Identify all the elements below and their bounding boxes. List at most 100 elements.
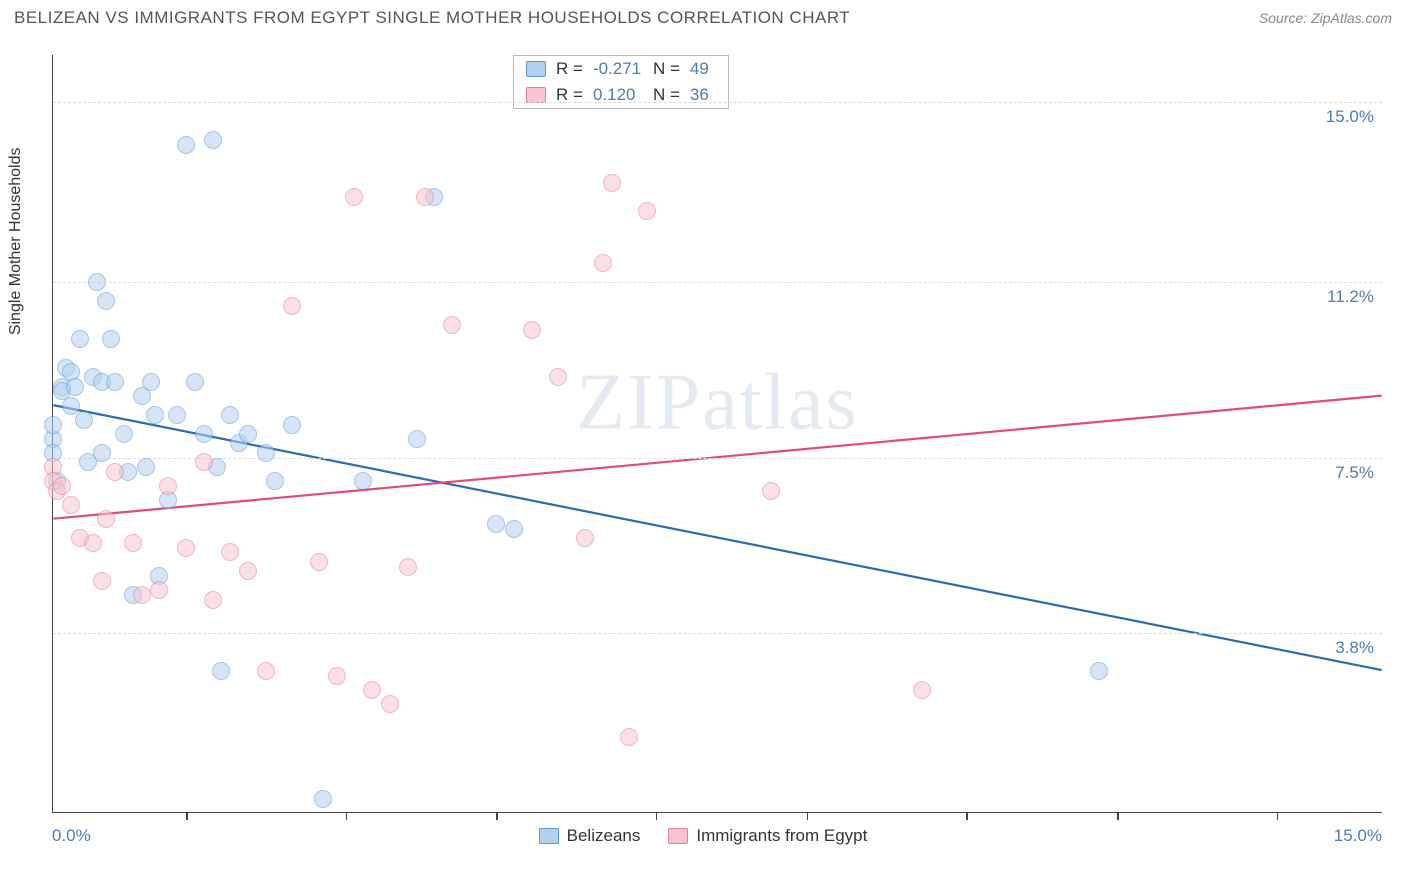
y-axis-title: Single Mother Households: [7, 147, 25, 335]
scatter-point-egypt: [310, 553, 328, 571]
stat-n-value: 49: [690, 59, 716, 79]
scatter-point-belizeans: [44, 416, 62, 434]
scatter-point-belizeans: [266, 472, 284, 490]
chart-header: BELIZEAN VS IMMIGRANTS FROM EGYPT SINGLE…: [0, 0, 1406, 30]
legend-item-egypt: Immigrants from Egypt: [668, 826, 867, 846]
scatter-point-belizeans: [195, 425, 213, 443]
scatter-point-belizeans: [283, 416, 301, 434]
scatter-point-belizeans: [137, 458, 155, 476]
legend-swatch: [539, 828, 559, 844]
scatter-point-egypt: [93, 572, 111, 590]
scatter-point-egypt: [328, 667, 346, 685]
scatter-point-belizeans: [146, 406, 164, 424]
scatter-point-egypt: [913, 681, 931, 699]
scatter-point-egypt: [159, 477, 177, 495]
gridline: [53, 282, 1382, 283]
scatter-point-egypt: [576, 529, 594, 547]
scatter-point-egypt: [523, 321, 541, 339]
scatter-point-belizeans: [239, 425, 257, 443]
scatter-point-egypt: [594, 254, 612, 272]
watermark-light: atlas: [702, 359, 859, 447]
scatter-point-egypt: [150, 581, 168, 599]
scatter-point-belizeans: [71, 330, 89, 348]
scatter-point-belizeans: [314, 790, 332, 808]
scatter-point-belizeans: [505, 520, 523, 538]
source-attribution: Source: ZipAtlas.com: [1259, 10, 1392, 26]
legend-swatch: [526, 61, 546, 77]
y-tick-label: 15.0%: [1326, 107, 1374, 127]
legend-item-belizeans: Belizeans: [539, 826, 641, 846]
stat-r-label: R =: [556, 59, 583, 79]
scatter-point-belizeans: [186, 373, 204, 391]
watermark: ZIPatlas: [576, 358, 859, 449]
legend-label: Immigrants from Egypt: [696, 826, 867, 846]
scatter-point-egypt: [97, 510, 115, 528]
stats-row-belizeans: R = -0.271N = 49: [514, 56, 728, 82]
legend-label: Belizeans: [567, 826, 641, 846]
x-tick-mark: [1117, 812, 1119, 820]
gridline: [53, 102, 1382, 103]
scatter-point-egypt: [133, 586, 151, 604]
scatter-point-egypt: [124, 534, 142, 552]
scatter-point-egypt: [416, 188, 434, 206]
x-tick-mark: [966, 812, 968, 820]
stats-legend: R = -0.271N = 49R = 0.120N = 36: [513, 55, 729, 109]
source-name: ZipAtlas.com: [1311, 10, 1392, 26]
scatter-point-belizeans: [97, 292, 115, 310]
scatter-point-egypt: [195, 453, 213, 471]
scatter-point-egypt: [363, 681, 381, 699]
scatter-point-egypt: [239, 562, 257, 580]
x-tick-mark: [807, 812, 809, 820]
stats-row-egypt: R = 0.120N = 36: [514, 82, 728, 108]
scatter-point-belizeans: [106, 373, 124, 391]
legend-swatch: [668, 828, 688, 844]
scatter-point-belizeans: [168, 406, 186, 424]
scatter-point-egypt: [177, 539, 195, 557]
source-prefix: Source:: [1259, 10, 1311, 26]
scatter-point-egypt: [762, 482, 780, 500]
scatter-point-belizeans: [75, 411, 93, 429]
trend-line-belizeans: [53, 405, 1381, 670]
gridline: [53, 458, 1382, 459]
scatter-point-egypt: [283, 297, 301, 315]
stat-r-value: -0.271: [593, 59, 643, 79]
scatter-point-egypt: [204, 591, 222, 609]
scatter-point-egypt: [53, 477, 71, 495]
scatter-point-egypt: [603, 174, 621, 192]
scatter-point-belizeans: [1090, 662, 1108, 680]
scatter-point-egypt: [257, 662, 275, 680]
scatter-point-belizeans: [62, 397, 80, 415]
chart-title: BELIZEAN VS IMMIGRANTS FROM EGYPT SINGLE…: [14, 8, 850, 28]
scatter-point-belizeans: [102, 330, 120, 348]
scatter-point-belizeans: [93, 444, 111, 462]
legend-swatch: [526, 87, 546, 103]
scatter-point-belizeans: [88, 273, 106, 291]
scatter-point-belizeans: [115, 425, 133, 443]
scatter-point-egypt: [381, 695, 399, 713]
scatter-point-egypt: [221, 543, 239, 561]
y-tick-label: 7.5%: [1335, 463, 1374, 483]
scatter-point-egypt: [638, 202, 656, 220]
scatter-point-egypt: [62, 496, 80, 514]
scatter-point-belizeans: [204, 131, 222, 149]
x-tick-mark: [656, 812, 658, 820]
x-tick-mark: [496, 812, 498, 820]
scatter-point-belizeans: [142, 373, 160, 391]
scatter-point-egypt: [549, 368, 567, 386]
scatter-point-egypt: [84, 534, 102, 552]
scatter-point-belizeans: [354, 472, 372, 490]
scatter-point-belizeans: [487, 515, 505, 533]
x-tick-mark: [186, 812, 188, 820]
bottom-legend: Belizeans Immigrants from Egypt: [0, 826, 1406, 846]
scatter-point-egypt: [620, 728, 638, 746]
plot-area: ZIPatlas R = -0.271N = 49R = 0.120N = 36…: [52, 55, 1382, 813]
gridline: [53, 633, 1382, 634]
scatter-point-egypt: [345, 188, 363, 206]
scatter-point-belizeans: [212, 662, 230, 680]
watermark-bold: ZIP: [576, 359, 702, 447]
scatter-point-belizeans: [66, 378, 84, 396]
y-tick-label: 3.8%: [1335, 638, 1374, 658]
scatter-point-belizeans: [221, 406, 239, 424]
y-tick-label: 11.2%: [1327, 287, 1374, 307]
scatter-point-belizeans: [257, 444, 275, 462]
